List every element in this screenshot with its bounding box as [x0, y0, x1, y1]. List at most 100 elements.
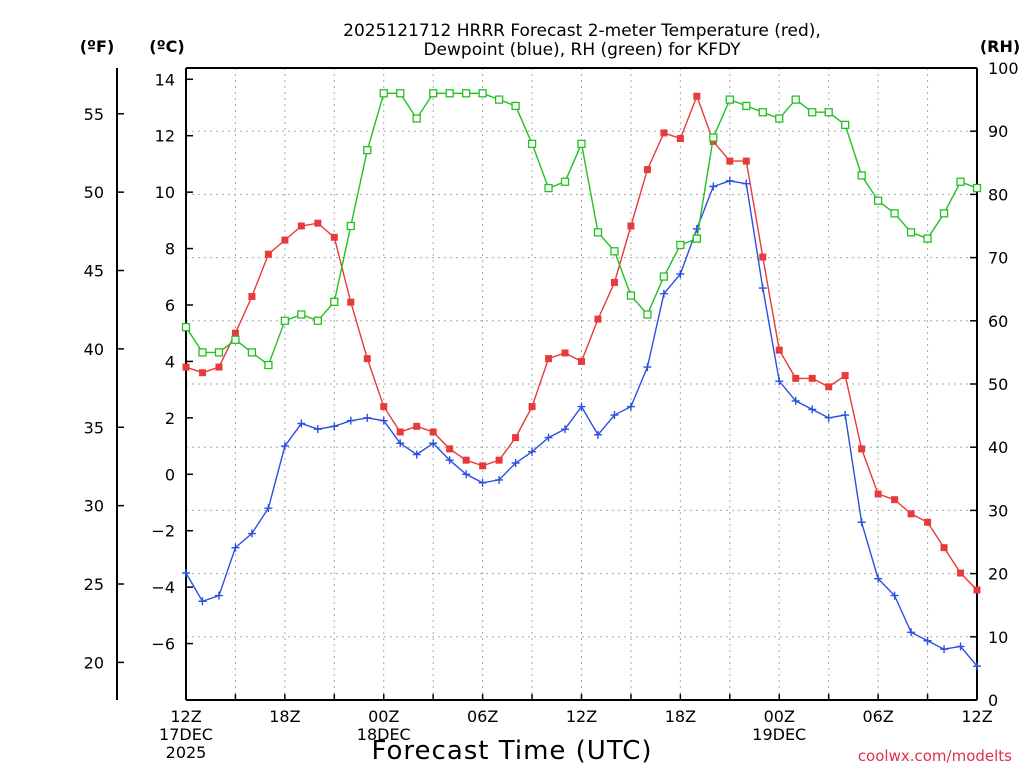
temperature-point — [512, 434, 520, 442]
temperature-point — [594, 315, 602, 323]
rh-point — [511, 101, 520, 111]
x-tick-label: 12Z — [961, 707, 992, 726]
rh-point — [313, 316, 322, 325]
rh-point — [280, 316, 290, 325]
dewpoint-point — [231, 543, 240, 552]
temperature-point — [874, 490, 882, 498]
celsius-tick-label: 12 — [155, 127, 175, 146]
rh-tick-label: 60 — [988, 312, 1008, 331]
dewpoint-point — [264, 504, 273, 513]
grid — [186, 68, 977, 700]
rh-point — [758, 108, 767, 117]
dewpoint-point — [791, 396, 800, 405]
temperature-point — [676, 135, 684, 143]
temperature-point — [314, 219, 322, 227]
temperature-point — [759, 253, 767, 261]
dewpoint-point — [330, 422, 339, 431]
rh-tick-label: 20 — [988, 565, 1008, 584]
rh-point — [841, 120, 850, 130]
temperature-point — [330, 233, 338, 241]
x-tick-label: 12Z — [170, 707, 201, 726]
dewpoint-point — [478, 478, 487, 487]
temperature-point — [281, 236, 289, 244]
dewpoint-point — [742, 179, 751, 188]
rh-point — [363, 146, 372, 155]
dewpoint-point — [824, 413, 833, 422]
dewpoint-point — [593, 430, 602, 439]
temperature-point — [610, 278, 618, 286]
temperature-point — [858, 445, 866, 453]
rh-point — [181, 322, 191, 332]
rh-point — [643, 310, 652, 319]
dewpoint-point — [198, 597, 207, 606]
rh-point — [297, 310, 306, 319]
dewpoint-point — [528, 447, 537, 456]
temperature-point — [462, 456, 470, 464]
rh-point — [873, 196, 883, 205]
dewpoint-point — [495, 475, 504, 484]
rh-point — [560, 177, 570, 186]
temperature-point — [627, 222, 635, 230]
dewpoint-point — [890, 591, 899, 600]
rh-point — [214, 348, 224, 357]
rh-point — [445, 89, 454, 98]
rh-point — [742, 101, 751, 111]
x-tick-label: 2025 — [166, 743, 207, 762]
rh-point — [247, 348, 257, 357]
fahrenheit-tick-label: 45 — [84, 262, 104, 281]
dewpoint-point — [626, 402, 635, 411]
series-rh — [181, 89, 982, 370]
rh-point — [577, 139, 586, 148]
rh-point — [890, 209, 899, 218]
dewpoint-point — [280, 442, 289, 451]
rh-point — [429, 89, 438, 98]
temperature-point — [973, 586, 981, 594]
rh-point — [857, 171, 866, 180]
axes — [116, 67, 978, 701]
fahrenheit-tick-label: 40 — [84, 340, 104, 359]
dewpoint-point — [445, 456, 454, 465]
temperature-point — [808, 374, 816, 382]
x-tick-label: 18DEC — [357, 725, 411, 744]
dewpoint-point — [610, 411, 619, 420]
fahrenheit-unit-label: (ºF) — [80, 37, 115, 56]
rh-point — [593, 228, 603, 237]
rh-tick-label: 90 — [988, 122, 1008, 141]
celsius-tick-label: 4 — [165, 352, 175, 371]
temperature-point — [545, 355, 553, 363]
series — [181, 89, 982, 671]
dewpoint-point — [725, 176, 734, 185]
dewpoint-point — [709, 182, 718, 191]
dewpoint-point — [841, 411, 850, 420]
rh-point — [791, 95, 800, 104]
series-dewpoint — [182, 176, 981, 671]
credit-label: coolwx.com/modelts — [858, 747, 1012, 765]
temperature-point — [429, 428, 437, 436]
rh-point — [906, 228, 916, 237]
x-tick-label: 12Z — [566, 707, 597, 726]
temperature-point — [775, 346, 783, 354]
temperature-point — [347, 298, 355, 306]
rh-tick-label: 80 — [988, 185, 1008, 204]
dewpoint-point — [775, 377, 784, 386]
rh-point — [659, 272, 669, 281]
temperature-point — [693, 92, 701, 100]
rh-point — [461, 89, 471, 98]
temperature-point — [264, 250, 272, 258]
temperature-point — [643, 166, 651, 174]
temperature-point — [957, 569, 965, 577]
celsius-tick-label: −2 — [151, 522, 175, 541]
temperature-point — [726, 157, 734, 165]
x-tick-label: 18Z — [269, 707, 300, 726]
fahrenheit-tick-label: 55 — [84, 105, 104, 124]
rh-tick-label: 40 — [988, 438, 1008, 457]
dewpoint-point — [758, 284, 767, 293]
dewpoint-point — [874, 574, 883, 583]
dewpoint-point — [577, 402, 586, 411]
x-tick-label: 00Z — [368, 707, 399, 726]
rh-unit-label: (RH) — [980, 37, 1020, 56]
rh-point — [610, 247, 619, 256]
tick-labels: −6−4−20246810121420253035404550550102030… — [84, 59, 1019, 762]
temperature-point — [182, 363, 190, 371]
temperature-point — [297, 222, 305, 230]
